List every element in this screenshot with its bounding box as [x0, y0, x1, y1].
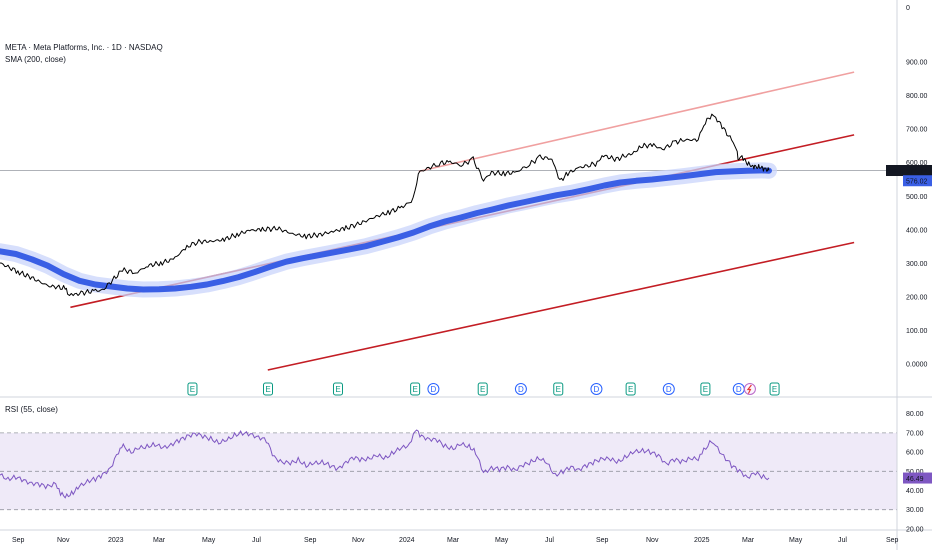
- price-axis-tick: 800.00: [906, 93, 928, 100]
- time-axis-tick: Nov: [352, 537, 365, 544]
- rsi-axis-tick: 20.00: [906, 526, 924, 533]
- rsi-axis-tick: 50.00: [906, 469, 924, 476]
- price-axis-tick: 900.00: [906, 60, 928, 67]
- earnings-badge: [625, 382, 636, 396]
- sma-value-label: 576.02: [906, 179, 928, 186]
- dividend-icon[interactable]: D: [662, 383, 675, 395]
- dividend-badge: [514, 383, 527, 395]
- earnings-badge-letter: E: [628, 385, 633, 394]
- price-axis-tick: 100.00: [906, 328, 928, 335]
- price-axis-tick: 600.00: [906, 160, 928, 167]
- last-price-label: 576.74: [906, 168, 928, 175]
- earnings-icon[interactable]: E: [410, 382, 421, 396]
- time-axis-tick: Sep: [12, 537, 25, 544]
- dividend-icon[interactable]: D: [590, 383, 603, 395]
- earnings-badge: [410, 382, 421, 396]
- time-axis-tick: Sep: [886, 537, 899, 544]
- price-axis-tick: 700.00: [906, 127, 928, 134]
- sma-line: [0, 167, 772, 293]
- earnings-badge: [769, 382, 780, 396]
- earnings-badge-letter: E: [772, 385, 777, 394]
- time-axis-tick: Sep: [304, 537, 317, 544]
- time-axis-tick: May: [495, 537, 509, 544]
- price-axis-tick: 0.0000: [906, 362, 928, 369]
- earnings-badge-letter: E: [703, 385, 708, 394]
- earnings-badge: [332, 382, 343, 396]
- dividend-badge-letter: D: [431, 385, 437, 394]
- dividend-icon[interactable]: D: [427, 383, 440, 395]
- time-axis-tick: May: [202, 537, 216, 544]
- price-axis-tick: 200.00: [906, 294, 928, 301]
- time-axis-tick: Nov: [646, 537, 659, 544]
- earnings-badge-letter: E: [556, 385, 561, 394]
- price-axis-tick: 400.00: [906, 227, 928, 234]
- dividend-badge-letter: D: [736, 385, 742, 394]
- rsi-line: [0, 429, 770, 499]
- dividend-badge-letter: D: [666, 385, 672, 394]
- time-axis-tick: Mar: [447, 537, 460, 544]
- channel-upper-line: [418, 71, 855, 173]
- earnings-icon[interactable]: E: [700, 382, 711, 396]
- earnings-badge: [553, 382, 564, 396]
- rsi-indicator-label[interactable]: RSI (55, close): [5, 405, 58, 414]
- dividend-badge: [427, 383, 440, 395]
- earnings-icon[interactable]: E: [332, 382, 343, 396]
- time-axis-tick: 2023: [108, 537, 124, 544]
- chart-title: META · Meta Platforms, Inc. · 1D · NASDA…: [5, 43, 163, 52]
- sma-glow: [0, 162, 777, 298]
- rsi-axis-tick: 30.00: [906, 507, 924, 514]
- earnings-badge-letter: E: [480, 385, 485, 394]
- price-axis-top-tick: 0: [906, 5, 910, 12]
- price-axis-tick: 500.00: [906, 194, 928, 201]
- time-axis-tick: Jul: [252, 537, 261, 544]
- dividend-badge: [662, 383, 675, 395]
- earnings-icon[interactable]: E: [263, 382, 274, 396]
- price-line: [0, 113, 770, 297]
- symbol-tag-bg: [886, 165, 908, 177]
- earnings-icon[interactable]: E: [187, 382, 198, 396]
- earnings-badge-letter: E: [265, 385, 270, 394]
- time-axis-tick: Jul: [545, 537, 554, 544]
- time-axis-tick: Jul: [838, 537, 847, 544]
- price-axis-tick: 300.00: [906, 261, 928, 268]
- earnings-badge-letter: E: [335, 385, 340, 394]
- last-price-tag: [903, 165, 932, 177]
- time-axis-tick: 2025: [694, 537, 710, 544]
- dividend-icon[interactable]: D: [514, 383, 527, 395]
- time-axis-tick: Mar: [742, 537, 755, 544]
- symbol-label: META: [888, 168, 907, 175]
- earnings-badge-letter: E: [412, 385, 417, 394]
- dividend-icon[interactable]: D: [732, 383, 745, 395]
- split-icon[interactable]: [743, 383, 756, 395]
- rsi-axis-tick: 70.00: [906, 430, 924, 437]
- dividend-badge-letter: D: [518, 385, 524, 394]
- dividend-badge: [590, 383, 603, 395]
- rsi-axis-tick: 80.00: [906, 411, 924, 418]
- dividend-badge-letter: D: [594, 385, 600, 394]
- earnings-icon[interactable]: E: [553, 382, 564, 396]
- time-axis-tick: May: [789, 537, 803, 544]
- channel-line: [267, 241, 855, 371]
- earnings-badge-letter: E: [190, 385, 195, 394]
- time-axis-tick: 2024: [399, 537, 415, 544]
- earnings-icon[interactable]: E: [625, 382, 636, 396]
- rsi-value-tag: [903, 472, 932, 484]
- rsi-value-label: 46.49: [906, 476, 924, 483]
- rsi-axis-tick: 60.00: [906, 450, 924, 457]
- time-axis-tick: Nov: [57, 537, 70, 544]
- lightning-icon: [746, 384, 752, 394]
- earnings-badge: [700, 382, 711, 396]
- earnings-badge: [477, 382, 488, 396]
- sma-indicator-label[interactable]: SMA (200, close): [5, 55, 66, 64]
- earnings-badge: [263, 382, 274, 396]
- time-axis-tick: Sep: [596, 537, 609, 544]
- earnings-icon[interactable]: E: [769, 382, 780, 396]
- earnings-badge: [187, 382, 198, 396]
- sma-value-tag: [903, 175, 932, 187]
- rsi-axis-tick: 40.00: [906, 488, 924, 495]
- earnings-icon[interactable]: E: [477, 382, 488, 396]
- time-axis-tick: Mar: [153, 537, 166, 544]
